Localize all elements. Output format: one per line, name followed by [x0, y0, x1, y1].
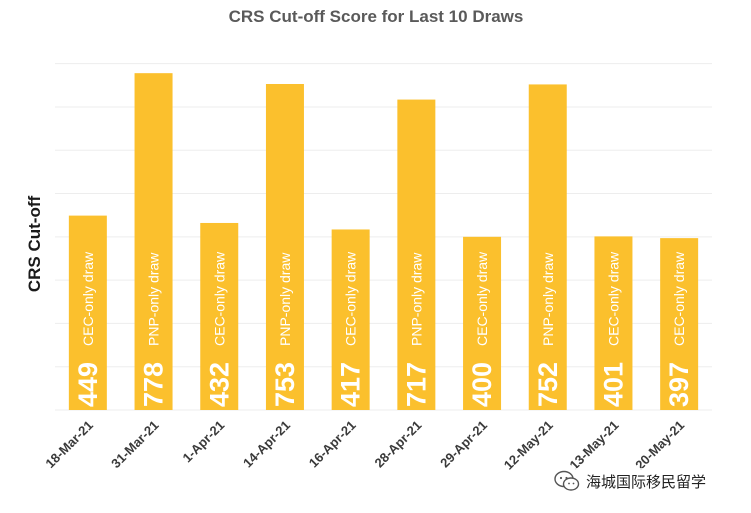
- bar: [594, 236, 633, 410]
- bar: [660, 238, 699, 410]
- x-tick-label: 12-May-21: [501, 418, 556, 473]
- bar: [134, 73, 173, 411]
- bar-value-label: 417: [336, 362, 366, 407]
- bar-annotation: CEC-only draw: [80, 251, 96, 346]
- bar: [528, 84, 567, 411]
- bar: [200, 222, 239, 410]
- x-tick-label: 13-May-21: [567, 418, 622, 473]
- bar: [265, 83, 304, 410]
- watermark-text: 海城国际移民留学: [586, 472, 707, 491]
- bar-value-label: 752: [533, 362, 563, 407]
- x-tick-label: 20-May-21: [632, 418, 687, 473]
- bar-annotation: PNP-only draw: [277, 252, 293, 346]
- bar-annotation: PNP-only draw: [408, 252, 424, 346]
- y-axis-label: CRS Cut-off: [25, 196, 44, 293]
- bar-annotation: PNP-only draw: [146, 252, 162, 346]
- x-tick-label: 28-Apr-21: [371, 418, 424, 471]
- bar-annotation: CEC-only draw: [671, 251, 687, 346]
- x-tick-label: 14-Apr-21: [240, 418, 293, 471]
- x-tick-label: 29-Apr-21: [437, 418, 490, 471]
- bar-value-label: 401: [598, 362, 628, 407]
- bar-value-label: 778: [139, 362, 169, 407]
- bar-value-label: 717: [401, 362, 431, 407]
- bar-annotation: CEC-only draw: [211, 251, 227, 346]
- bar: [68, 215, 107, 410]
- bar-value-label: 753: [270, 362, 300, 407]
- bar-value-label: 449: [73, 362, 103, 407]
- watermark: 海城国际移民留学: [548, 468, 713, 494]
- bar-value-label: 432: [204, 362, 234, 407]
- x-tick-label: 1-Apr-21: [179, 418, 227, 466]
- bar: [331, 229, 370, 410]
- bar-annotation: CEC-only draw: [474, 251, 490, 346]
- bar: [397, 99, 436, 410]
- x-tick-label: 16-Apr-21: [306, 418, 359, 471]
- bar-annotation: CEC-only draw: [605, 251, 621, 346]
- bar-annotation: CEC-only draw: [343, 251, 359, 346]
- x-tick-label: 31-Mar-21: [108, 418, 162, 472]
- bar-value-label: 397: [664, 362, 694, 407]
- bar-value-label: 400: [467, 362, 497, 407]
- x-tick-label: 18-Mar-21: [42, 418, 96, 472]
- chart-title: CRS Cut-off Score for Last 10 Draws: [229, 7, 524, 26]
- bar-annotation: PNP-only draw: [540, 252, 556, 346]
- bar: [463, 236, 502, 410]
- x-axis-ticks: 18-Mar-21 31-Mar-21 1-Apr-21 14-Apr-21 16-Ap…: [42, 418, 687, 473]
- bars: 449 CEC-only draw 778 PNP-only draw 432 CEC-o…: [68, 73, 699, 411]
- wechat-icon: [554, 470, 580, 491]
